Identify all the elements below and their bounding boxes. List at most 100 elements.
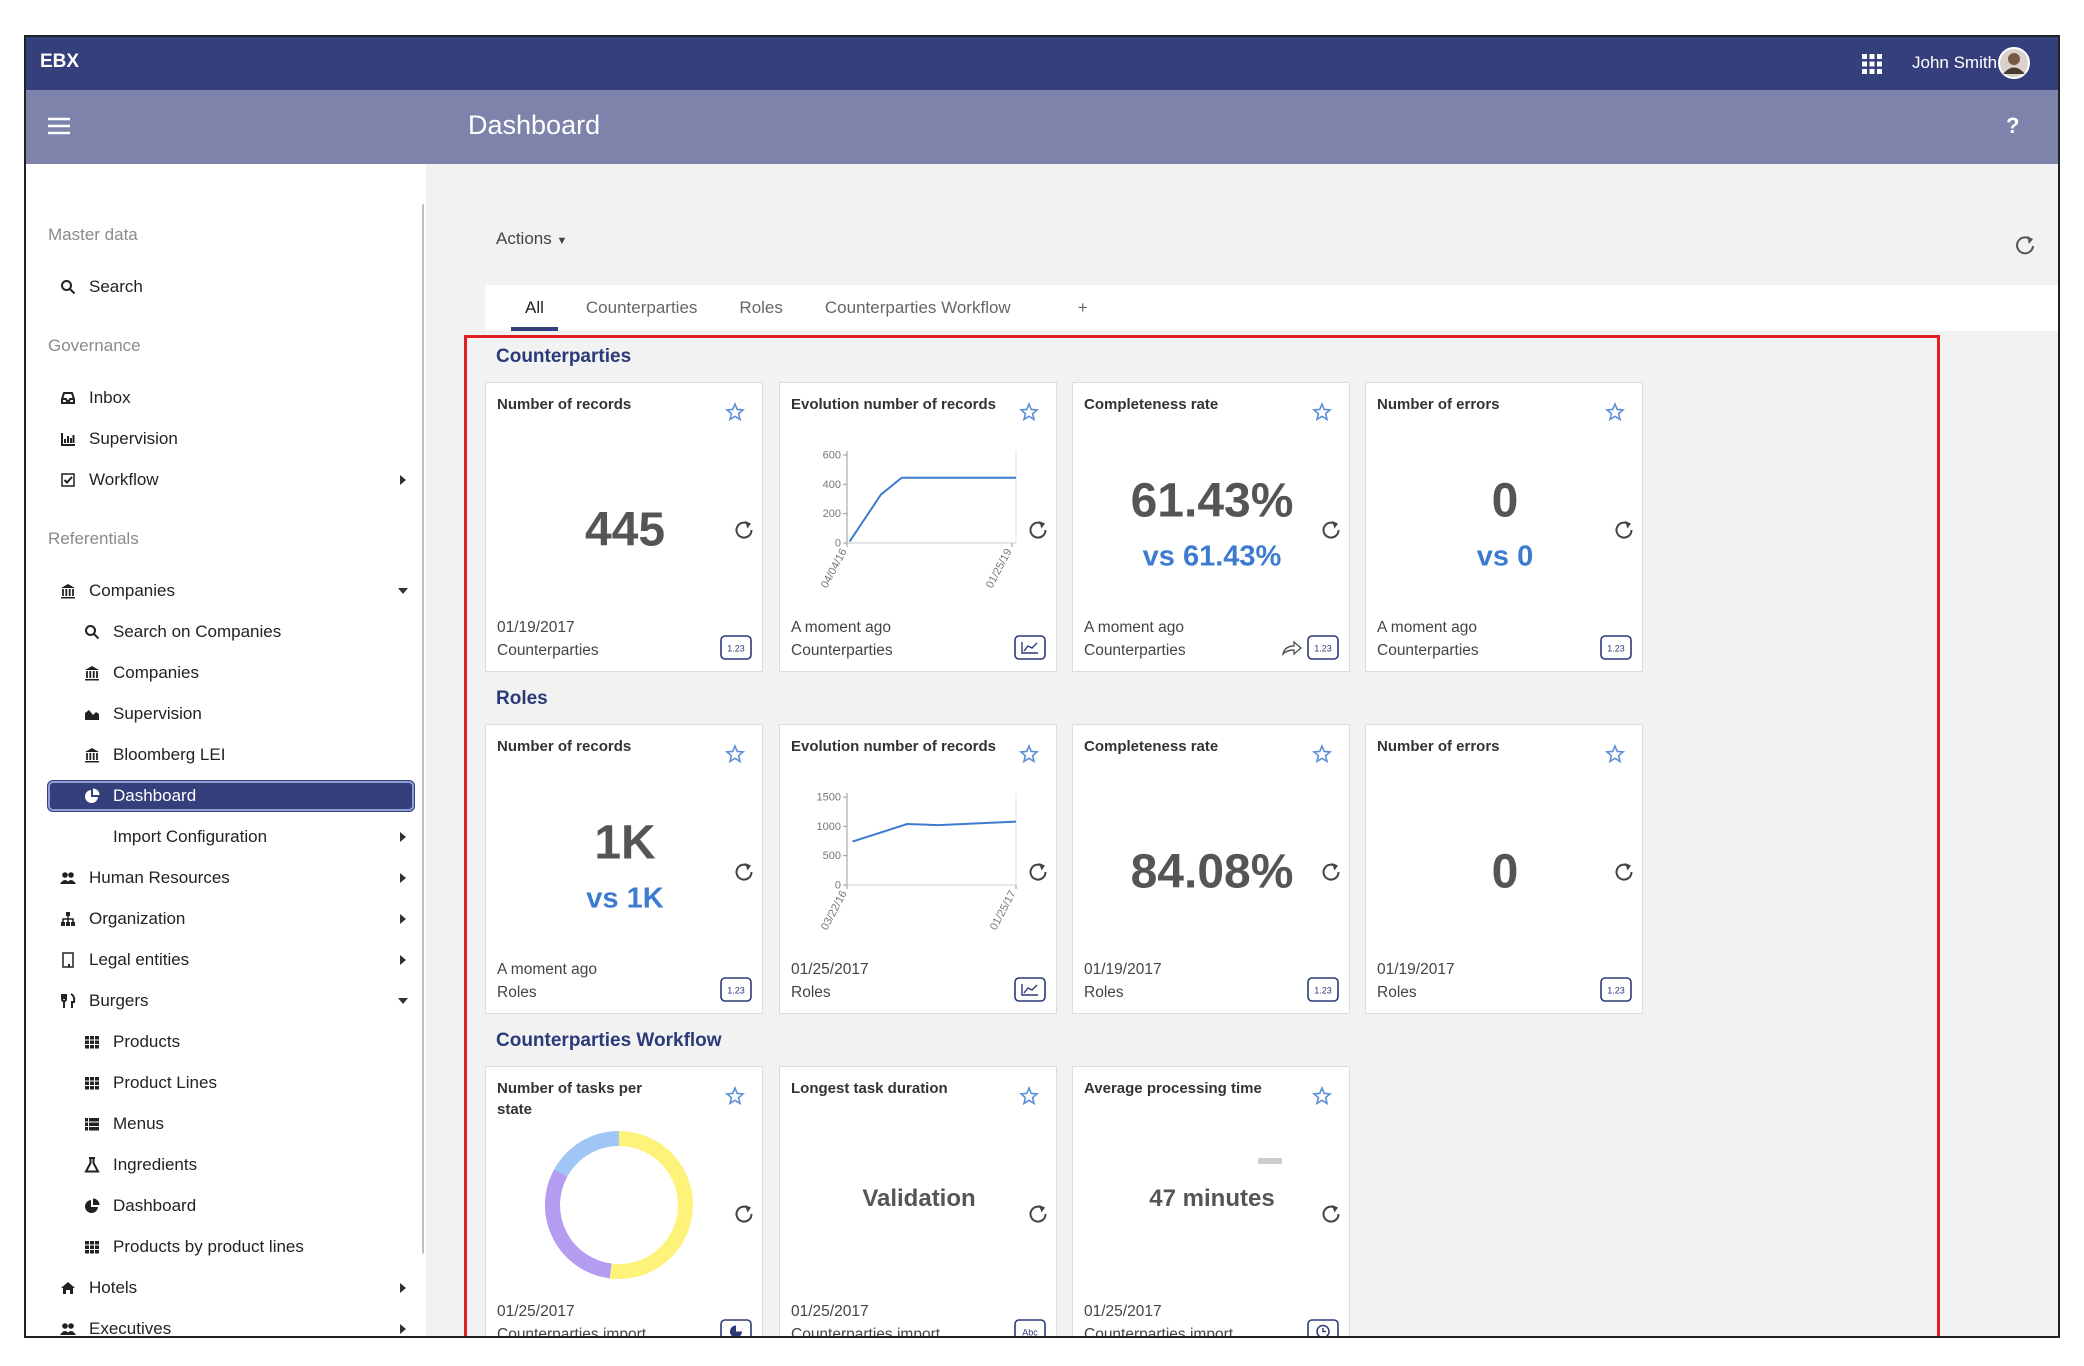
actions-label[interactable]: Actions: [496, 229, 552, 248]
y-tick-label: 0: [835, 538, 841, 550]
icon-shape: [95, 1077, 99, 1081]
icon-shape: [95, 1241, 99, 1245]
kpi-value: 0: [1491, 474, 1519, 528]
favorite-star[interactable]: [1019, 402, 1039, 422]
refresh-icon[interactable]: [1027, 519, 1049, 541]
collapse-arrow[interactable]: [397, 913, 409, 925]
card-source: Roles: [1377, 984, 1417, 1001]
icon-shape: [85, 1045, 89, 1049]
share-icon[interactable]: [1281, 639, 1303, 657]
user-name[interactable]: John Smith: [1912, 53, 1998, 72]
collapse-arrow[interactable]: [397, 1323, 409, 1335]
nav-item[interactable]: Inbox: [89, 388, 131, 407]
menu-icon[interactable]: [48, 117, 70, 135]
icon-shape: [61, 994, 67, 1008]
apps-icon[interactable]: [1862, 54, 1882, 74]
badge-frame: [720, 977, 752, 1002]
tab[interactable]: All: [511, 285, 558, 331]
icon-shape: [61, 584, 75, 599]
icon-shape: [85, 1040, 89, 1044]
refresh-icon[interactable]: [733, 519, 755, 541]
card-title: Average processing time: [1084, 1080, 1262, 1097]
nav-item[interactable]: Dashboard: [113, 1196, 197, 1215]
favorite-star[interactable]: [725, 744, 745, 764]
refresh-icon[interactable]: [1320, 519, 1342, 541]
nav-item[interactable]: Companies: [89, 581, 175, 600]
card-source: Counterparties import: [1084, 1326, 1234, 1338]
nav-icon: [61, 473, 75, 487]
favorite-star[interactable]: [1312, 1086, 1332, 1106]
refresh-icon[interactable]: [1320, 1203, 1342, 1225]
card-title: Evolution number of records: [791, 738, 997, 755]
tab[interactable]: Counterparties: [585, 298, 698, 317]
actions-menu[interactable]: Actions ▼: [496, 229, 567, 249]
nav-item[interactable]: Dashboard: [113, 786, 197, 805]
nav-item[interactable]: Import Configuration: [113, 827, 268, 846]
tab[interactable]: Counterparties Workflow: [824, 298, 1011, 317]
tab[interactable]: +: [1077, 298, 1088, 317]
card-source: Counterparties import: [497, 1326, 647, 1338]
highlight-box: [464, 335, 1940, 1336]
help[interactable]: ?: [2006, 113, 2020, 138]
refresh-icon[interactable]: [1027, 1203, 1049, 1225]
y-tick-label: 500: [823, 850, 841, 862]
nav-item[interactable]: Search: [89, 277, 143, 296]
scrollbar[interactable]: [422, 204, 424, 1254]
favorite-star[interactable]: [1605, 744, 1625, 764]
collapse-arrow[interactable]: [397, 474, 409, 486]
card-source: Counterparties: [791, 642, 893, 659]
star-shape: [1312, 1086, 1332, 1106]
tab[interactable]: Roles: [739, 298, 783, 317]
refresh-icon[interactable]: [2014, 234, 2036, 256]
icon-shape: [95, 1086, 99, 1090]
collapse-arrow[interactable]: [397, 1282, 409, 1294]
collapse-arrow[interactable]: [397, 831, 409, 843]
icon-shape: [85, 1036, 89, 1040]
nav-item[interactable]: Ingredients: [113, 1155, 198, 1174]
star-shape: [1019, 402, 1039, 422]
nav-item[interactable]: Search on Companies: [113, 622, 282, 641]
nav-item[interactable]: Hotels: [89, 1278, 138, 1297]
nav-item[interactable]: Burgers: [89, 991, 149, 1010]
nav-item[interactable]: Products by product lines: [113, 1237, 304, 1256]
nav-item[interactable]: Supervision: [89, 429, 178, 448]
favorite-star[interactable]: [1019, 1086, 1039, 1106]
y-tick-label: 1000: [817, 821, 841, 833]
favorite-star[interactable]: [725, 1086, 745, 1106]
refresh-icon[interactable]: [1320, 861, 1342, 883]
refresh-icon[interactable]: [1613, 519, 1635, 541]
refresh-icon[interactable]: [733, 861, 755, 883]
refresh-icon[interactable]: [733, 1203, 755, 1225]
expand-arrow[interactable]: [397, 585, 409, 597]
card-date: 01/25/2017: [497, 1303, 575, 1320]
favorite-star[interactable]: [1312, 402, 1332, 422]
refresh-icon[interactable]: [1027, 861, 1049, 883]
nav-item[interactable]: Legal entities: [89, 950, 190, 969]
favorite-star[interactable]: [1605, 402, 1625, 422]
expand-arrow[interactable]: [397, 995, 409, 1007]
dashboard-card: Number of records 1K vs 1K A moment ago Role…: [485, 724, 763, 1014]
avatar[interactable]: [1998, 47, 2030, 79]
nav-item[interactable]: Menus: [113, 1114, 165, 1133]
nav-item[interactable]: Companies: [113, 663, 199, 682]
nav-item[interactable]: Bloomberg LEI: [113, 745, 226, 764]
card-date: 01/19/2017: [1084, 961, 1162, 978]
type-badge: 1.23: [1307, 977, 1339, 1002]
favorite-star[interactable]: [1312, 744, 1332, 764]
nav-item[interactable]: Product Lines: [113, 1073, 217, 1092]
nav-item[interactable]: Human Resources: [89, 868, 230, 887]
collapse-arrow[interactable]: [397, 872, 409, 884]
favorite-star[interactable]: [725, 402, 745, 422]
nav-item[interactable]: Organization: [89, 909, 186, 928]
nav-item[interactable]: Supervision: [113, 704, 202, 723]
nav-item[interactable]: Products: [113, 1032, 181, 1051]
favorite-star[interactable]: [1019, 744, 1039, 764]
refresh-icon[interactable]: [1613, 861, 1635, 883]
icon-shape: [93, 1198, 100, 1205]
collapse-arrow[interactable]: [397, 954, 409, 966]
nav-item[interactable]: Workflow: [89, 470, 159, 489]
icon-shape: [90, 1250, 94, 1254]
nav-item[interactable]: Executives: [89, 1319, 172, 1338]
star-shape: [1605, 744, 1625, 764]
card-date: A moment ago: [497, 961, 597, 978]
